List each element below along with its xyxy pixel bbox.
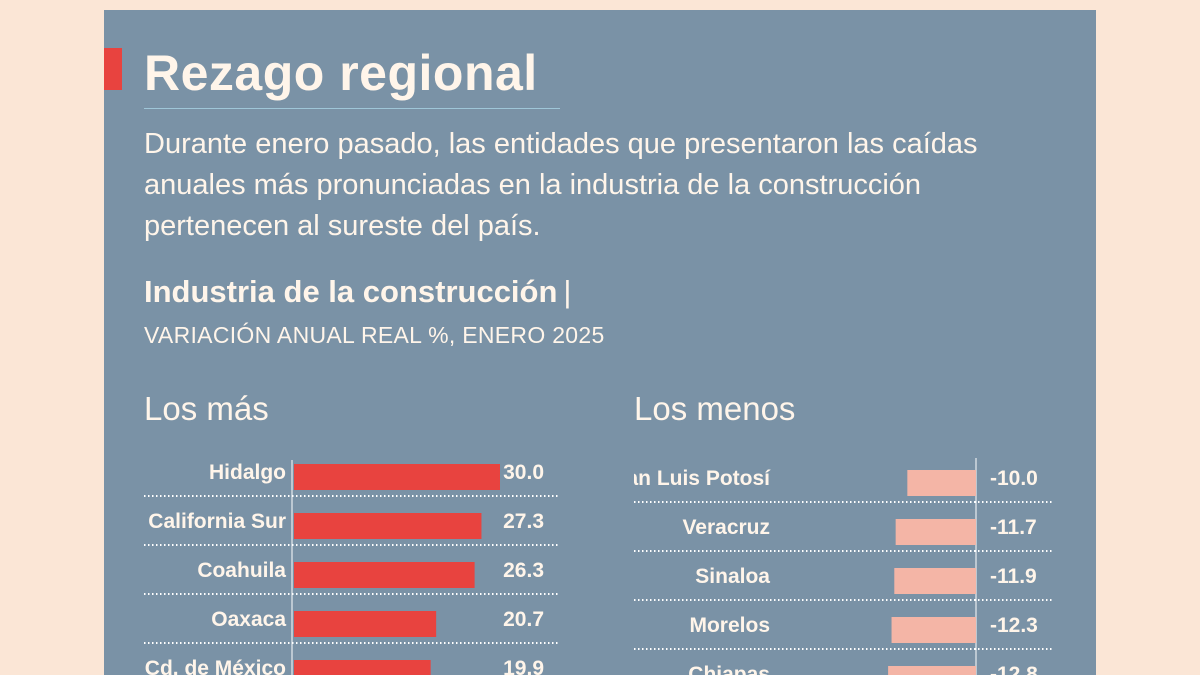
chart-heading-bottom: Los menos <box>634 390 796 427</box>
value-label: 30.0 <box>503 461 544 484</box>
bar <box>294 562 475 588</box>
value-label: -10.0 <box>990 467 1038 490</box>
category-label: Coahuila <box>197 559 286 582</box>
value-label: 26.3 <box>503 559 544 582</box>
infographic-panel: Rezago regional Durante enero pasado, la… <box>104 10 1096 675</box>
category-label: Cd. de México <box>145 657 286 675</box>
description-text: Durante enero pasado, las entidades que … <box>144 128 978 242</box>
page-title: Rezago regional <box>144 45 538 101</box>
value-label: 20.7 <box>503 608 544 631</box>
bar <box>891 617 976 643</box>
value-label: 19.9 <box>503 657 544 675</box>
chart-subtitle: VARIACIÓN ANUAL REAL %, ENERO 2025 <box>144 322 605 348</box>
value-label: -11.7 <box>990 516 1037 539</box>
value-label: -11.9 <box>990 565 1037 588</box>
chart-title-text: Industria de la construcción <box>144 274 558 309</box>
title-underline <box>144 108 560 109</box>
value-label: -12.3 <box>990 614 1038 637</box>
bar <box>294 660 431 675</box>
category-label: Sinaloa <box>695 565 770 588</box>
chart-top-gainers: Hidalgo 30.0 B. California Sur 27.3 Coahuila… <box>144 460 560 675</box>
title-accent-bar <box>104 48 122 90</box>
category-label: Hidalgo <box>209 461 286 484</box>
chart-heading-top: Los más <box>144 390 269 427</box>
bar <box>894 568 976 594</box>
bar <box>294 611 437 637</box>
value-label: 27.3 <box>503 510 544 533</box>
chart-title: Industria de la construcción | <box>144 274 571 310</box>
category-label: Chiapas <box>688 663 770 675</box>
bar <box>888 666 976 675</box>
bar <box>294 513 482 539</box>
category-label: Veracruz <box>682 516 770 539</box>
bar <box>907 470 976 496</box>
category-label: Oaxaca <box>211 608 286 631</box>
bar <box>895 519 976 545</box>
bar <box>294 464 500 490</box>
chart-top-losers: San Luis Potosí -10.0 Veracruz -11.7 Sinaloa… <box>634 458 1052 675</box>
category-label: Morelos <box>689 614 770 637</box>
category-label: San Luis Potosí <box>634 467 771 490</box>
chart-title-pipe: | <box>563 274 572 309</box>
category-label: B. California Sur <box>144 510 286 533</box>
value-label: -12.8 <box>990 663 1038 675</box>
